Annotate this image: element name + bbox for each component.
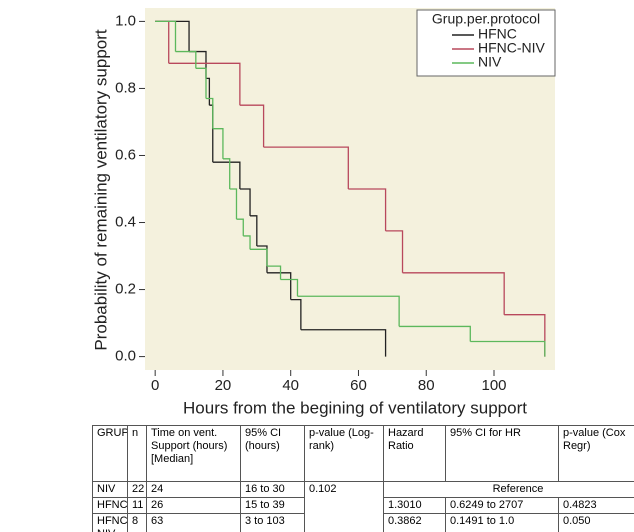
survival-step: [290, 298, 302, 330]
survival-step: [266, 272, 292, 300]
x-tick-label: 20: [215, 377, 232, 394]
cell: 15 to 39: [240, 497, 305, 514]
y-tick-label: 0.2: [115, 281, 136, 298]
row: HFNC-NIV 8 63 3 to 103 0.3862 0.1491 to …: [92, 513, 634, 532]
row: HFNC 11 26 15 to 39 1.3010 0.6249 to 270…: [92, 497, 634, 514]
cell: 63: [146, 513, 241, 532]
header-cell: 95% CI (hours): [240, 425, 305, 482]
summary-table: GRUP n Time on vent. Support (hours) [Me…: [92, 425, 634, 532]
cell: 1.3010: [383, 497, 446, 514]
survival-step: [385, 230, 404, 273]
cell: 0.3862: [383, 513, 446, 532]
cell: 0.4823: [558, 497, 634, 514]
survival-step: [250, 215, 258, 246]
cell: HFNC: [92, 497, 128, 514]
header-cell: GRUP: [92, 425, 128, 482]
legend-title: Grup.per.protocol: [432, 11, 540, 27]
header-cell: p-value (Log-rank): [304, 425, 384, 482]
cell: Reference: [383, 481, 634, 498]
cell: 22: [127, 481, 147, 498]
survival-step: [175, 50, 197, 69]
x-tick-label: 60: [350, 377, 367, 394]
y-tick-label: 0.0: [115, 348, 136, 365]
cell: 0.102: [304, 481, 384, 532]
legend-label: HFNC-NIV: [478, 40, 546, 56]
cell: 24: [146, 481, 241, 498]
survival-step: [222, 158, 231, 189]
survival-step: [195, 67, 207, 99]
cell: 0.6249 to 2707: [445, 497, 559, 514]
survival-step: [250, 248, 268, 267]
survival-step: [168, 62, 241, 106]
header-cell: Time on vent. Support (hours) [Median]: [146, 425, 241, 482]
survival-step: [212, 161, 241, 189]
y-tick-label: 0.8: [115, 79, 136, 96]
survival-step: [263, 146, 349, 189]
y-axis-label: Probability of remaining ventilatory sup…: [91, 29, 110, 351]
survival-step: [300, 329, 387, 357]
y-tick-label: 1.0: [115, 12, 136, 29]
header-cell: 95% CI for HR: [445, 425, 559, 482]
survival-step: [243, 235, 251, 250]
header-cell: n: [127, 425, 147, 482]
survival-step: [348, 188, 387, 231]
survival-step: [205, 77, 211, 106]
x-tick-label: 80: [418, 377, 435, 394]
y-tick-label: 0.6: [115, 146, 136, 163]
survival-step: [399, 325, 471, 342]
x-tick-label: 40: [282, 377, 299, 394]
survival-step: [205, 97, 214, 129]
survival-step: [229, 188, 238, 220]
legend: [416, 9, 556, 77]
x-axis-label: Hours from the begining of ventilatory s…: [183, 398, 527, 417]
survival-step: [239, 188, 251, 216]
cell: 0.1491 to 1.0: [445, 513, 559, 532]
survival-step: [266, 265, 282, 280]
survival-step: [212, 128, 224, 159]
survival-step: [155, 20, 177, 52]
cell: 8: [127, 513, 147, 532]
cell: 26: [146, 497, 241, 514]
chart: Hours from the begining of ventilatory s…: [91, 8, 556, 417]
legend-label: NIV: [478, 54, 502, 70]
survival-step: [239, 104, 265, 148]
header-cell: p-value (Cox Regr): [558, 425, 634, 482]
header-row: GRUP n Time on vent. Support (hours) [Me…: [92, 425, 634, 482]
cell: HFNC-NIV: [92, 513, 128, 532]
cell: 16 to 30: [240, 481, 305, 498]
x-tick-label: 100: [481, 377, 506, 394]
cell: 0.050: [558, 513, 634, 532]
survival-step: [297, 295, 400, 327]
x-tick-label: 0: [151, 377, 159, 394]
y-tick-label: 0.4: [115, 213, 136, 230]
legend-label: HFNC: [478, 26, 517, 42]
row: NIV 22 24 16 to 30 0.102 Reference: [92, 481, 634, 532]
header-cell: Hazard Ratio: [383, 425, 446, 482]
survival-step: [470, 340, 546, 357]
survival-step: [402, 272, 505, 315]
cell: NIV: [92, 481, 128, 498]
cell: 11: [127, 497, 147, 514]
survival-step: [236, 218, 244, 236]
survival-step: [280, 278, 299, 297]
cell: 3 to 103: [240, 513, 305, 532]
